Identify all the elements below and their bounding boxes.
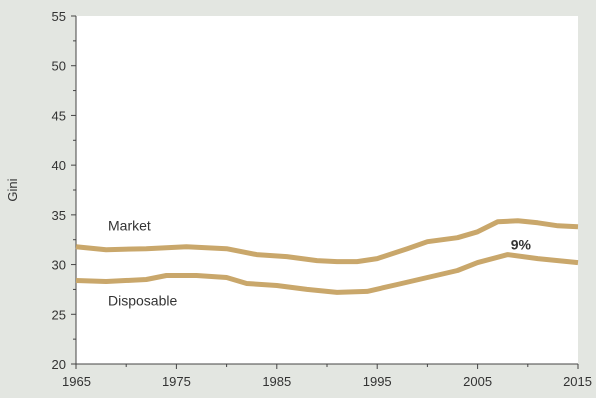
x-tick-label: 1975: [162, 374, 191, 389]
y-axis: 20 25 30 35 40 45 50 55: [52, 9, 77, 372]
plot-area: [76, 16, 578, 364]
x-tick-label: 2015: [563, 374, 592, 389]
y-tick-label: 30: [52, 258, 66, 273]
y-tick-label: 45: [52, 108, 66, 123]
label-layer: Market Disposable 9%: [108, 218, 532, 309]
y-tick-label: 35: [52, 208, 66, 223]
x-tick-label: 1965: [62, 374, 91, 389]
x-tick-label: 2005: [463, 374, 492, 389]
y-tick-label: 25: [52, 307, 66, 322]
y-tick-label: 40: [52, 158, 66, 173]
market-series-label: Market: [108, 218, 151, 234]
y-tick-label: 50: [52, 59, 66, 74]
y-axis-label: Gini: [5, 178, 20, 201]
series-layer: [75, 218, 579, 295]
y-tick-label: 55: [52, 9, 66, 24]
disposable-series-label: Disposable: [108, 292, 177, 308]
gap-annotation: 9%: [511, 237, 532, 253]
market-series-line: [75, 218, 579, 265]
x-tick-label: 1985: [262, 374, 291, 389]
disposable-series-line: [75, 252, 579, 295]
x-tick-label: 1995: [363, 374, 392, 389]
y-tick-label: 20: [52, 357, 66, 372]
x-axis: 1965 1975 1985 1995 2005 2015: [62, 363, 592, 389]
